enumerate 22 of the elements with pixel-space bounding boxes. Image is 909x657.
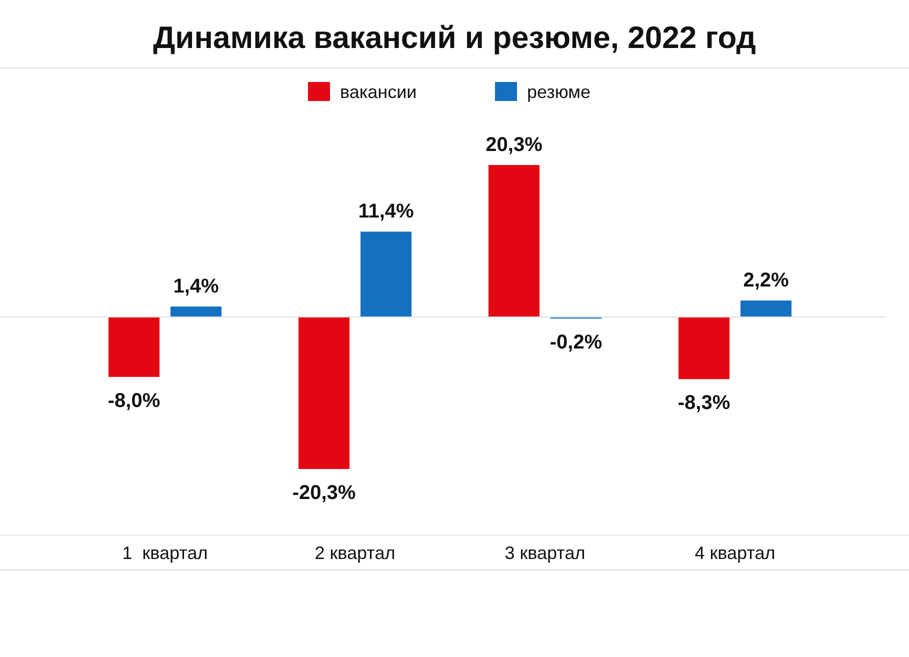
x-tick-label: 2 квартал — [314, 543, 396, 563]
data-label: 2,2% — [743, 270, 790, 292]
bar — [740, 300, 792, 317]
bar — [488, 165, 540, 317]
data-label: -8,3% — [678, 392, 730, 414]
bar — [360, 232, 412, 317]
x-tick-label: 1 квартал — [122, 543, 208, 563]
chart-title: Динамика вакансий и резюме, 2022 год — [153, 20, 756, 55]
legend-label: резюме — [527, 82, 591, 102]
x-tick-label: 4 квартал — [694, 543, 776, 563]
legend-label: вакансии — [340, 82, 417, 102]
data-label: -8,0% — [108, 390, 160, 412]
data-label: 11,4% — [358, 200, 414, 223]
bar — [678, 317, 730, 380]
data-label: 1,4% — [173, 276, 220, 298]
bar — [170, 306, 222, 317]
bar — [298, 317, 350, 469]
bar — [108, 317, 160, 377]
data-label: -20,3% — [292, 482, 356, 504]
x-tick-label: 3 квартал — [504, 543, 586, 563]
data-label: 20,3% — [486, 134, 543, 156]
data-label: -0,2% — [550, 332, 602, 354]
